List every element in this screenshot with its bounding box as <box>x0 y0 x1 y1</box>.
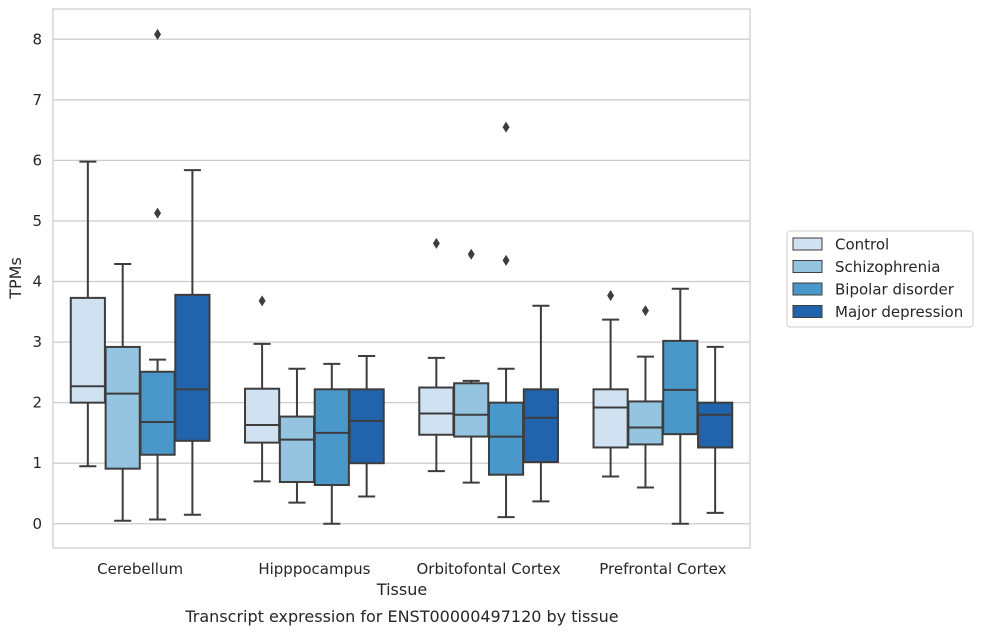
box-iqr <box>244 387 281 444</box>
outlier-point <box>154 207 162 219</box>
legend-swatch <box>792 260 823 273</box>
box <box>453 248 490 484</box>
box <box>487 121 525 519</box>
y-tick-labels: 0 1 2 3 4 5 6 7 8 <box>32 30 42 532</box>
legend-label: Schizophrenia <box>835 258 940 276</box>
legend-frame <box>786 230 974 328</box>
y-axis-label: TPMs <box>6 257 25 300</box>
box-iqr <box>627 400 664 446</box>
box-iqr <box>592 388 629 449</box>
box <box>522 304 559 503</box>
outlier-point <box>258 295 266 307</box>
box <box>69 160 106 468</box>
box-iqr <box>697 401 734 449</box>
y-tick-label: 3 <box>32 333 42 351</box>
box <box>348 355 385 498</box>
y-gridlines <box>53 38 750 525</box>
legend-swatch <box>792 305 823 318</box>
legend-label: Major depression <box>835 303 963 321</box>
x-tick-label: Hipppocampus <box>258 560 370 578</box>
y-tick-label: 0 <box>32 515 42 533</box>
outlier-point <box>502 254 510 266</box>
y-tick-label: 7 <box>32 91 42 109</box>
x-tick-label: Prefrontal Cortex <box>599 560 726 578</box>
legend-label: Bipolar disorder <box>835 281 955 299</box>
box <box>662 287 699 525</box>
y-tick-label: 2 <box>32 394 42 412</box>
legend-swatch <box>792 237 823 251</box>
box <box>313 362 350 525</box>
outlier-point <box>502 121 510 133</box>
chart-caption: Transcript expression for ENST0000049712… <box>184 607 618 626</box>
box-iqr <box>487 401 525 476</box>
x-axis-label: Tissue <box>376 580 427 599</box>
box-iqr <box>453 382 490 438</box>
x-tick-labels: Cerebellum Hipppocampus Orbitofontal Corte… <box>97 560 726 578</box>
legend-label: Control <box>835 236 889 254</box>
outlier-point <box>467 248 475 260</box>
y-tick-label: 1 <box>32 454 42 472</box>
x-tick-label: Orbitofontal Cortex <box>417 560 561 578</box>
legend-swatch <box>792 282 823 296</box>
box-iqr <box>69 296 106 404</box>
box-iqr <box>139 370 176 456</box>
box-iqr <box>522 388 559 464</box>
legend: Control Schizophrenia Bipolar disorder Majo… <box>786 230 974 328</box>
outlier-point <box>607 289 615 301</box>
x-tick-label: Cerebellum <box>97 560 183 578</box>
y-tick-label: 8 <box>32 30 42 48</box>
box-series <box>69 28 734 525</box>
y-tick-label: 5 <box>32 212 42 230</box>
plot-area <box>52 8 751 549</box>
box-iqr <box>278 415 316 483</box>
box-iqr <box>418 386 455 436</box>
box <box>697 345 734 514</box>
outlier-point <box>432 237 440 249</box>
box <box>627 305 664 489</box>
box <box>139 28 176 521</box>
box-iqr <box>662 339 699 436</box>
y-tick-label: 6 <box>32 151 42 169</box>
box-iqr <box>313 388 350 487</box>
y-tick-label: 4 <box>32 273 42 291</box>
box <box>174 169 211 516</box>
outlier-point <box>154 28 162 40</box>
box-iqr <box>174 293 211 442</box>
box-iqr <box>348 388 385 465</box>
box-iqr <box>104 345 141 470</box>
outlier-point <box>641 305 649 317</box>
